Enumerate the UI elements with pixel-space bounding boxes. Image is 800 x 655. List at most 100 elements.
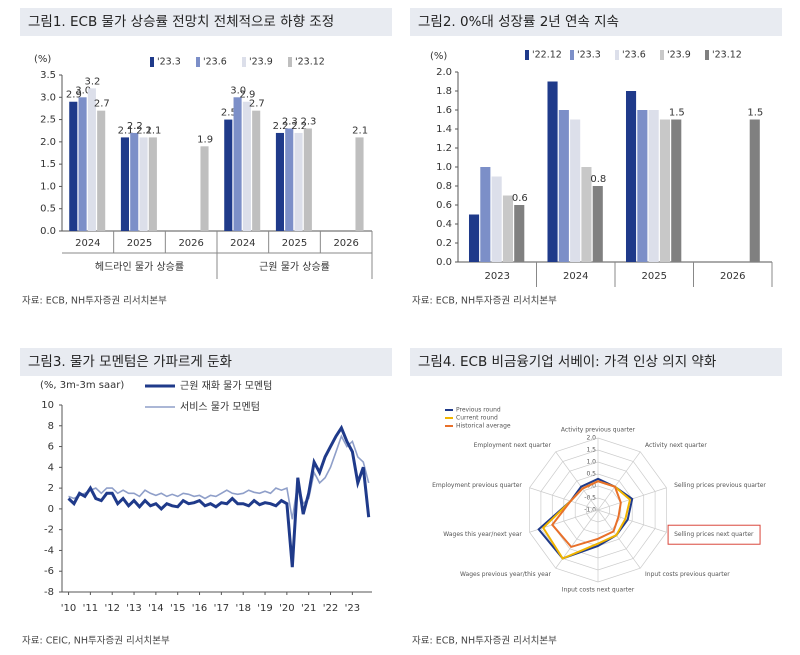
bar [468,214,480,262]
bar [581,167,592,262]
radar-spoke [597,451,641,511]
y-tick-label: 10 [41,400,54,411]
x-tick-label: '12 [104,603,119,614]
panel-header [410,8,782,36]
axis-label: Employment next quarter [474,442,552,449]
bar [275,132,284,231]
bar [592,186,603,262]
bar [139,137,148,231]
panel-source: 자료: ECB, NH투자증권 리서치본부 [22,295,167,307]
data-label: 1.5 [669,108,685,119]
bar [570,119,581,262]
axis-label: Input costs next quarter [562,587,635,594]
data-label: 1.5 [747,108,763,119]
bar [233,97,242,232]
y-tick-label: 0.2 [436,238,452,249]
bar [224,119,233,231]
legend-label: '22.12 [532,50,562,61]
bar [671,119,682,262]
bar [625,91,637,262]
radar-series [551,480,622,549]
r-tick-label: 0.0 [586,483,596,490]
x-tick-label: '19 [257,603,272,614]
y-tick-label: 1.0 [40,181,56,192]
panel-title: 그림1. ECB 물가 상승률 전망치 전체적으로 하향 조정 [28,14,334,30]
panel-source: 자료: CEIC, NH투자증권 리서치본부 [22,635,170,647]
x-tick-label: '15 [170,603,185,614]
x-tick-label: '13 [126,603,141,614]
y-tick-label: 1.5 [40,159,56,170]
y-tick-label: -8 [44,587,54,598]
legend-label: '23.9 [667,50,691,61]
bar [78,97,87,232]
group-label: 근원 물가 상승률 [259,261,330,273]
data-label: 2.9 [66,90,82,101]
r-tick-label: 1.5 [586,447,596,454]
x-tick-label: 2026 [720,271,745,282]
legend-swatch [525,50,529,60]
panel-header [20,8,392,36]
bar [558,110,569,262]
group-label: 헤드라인 물가 상승률 [95,261,184,273]
y-tick-label: 2 [48,483,54,494]
panel-title: 그림2. 0%대 성장률 2년 연속 지속 [418,14,619,30]
x-tick-label: '23 [345,603,360,614]
data-label: 2.2 [291,121,307,132]
bar [97,110,106,231]
x-tick-label: 2025 [127,238,152,249]
legend-swatch [615,50,619,60]
bar [200,146,209,231]
legend-label: Historical average [456,423,511,430]
legend-label: '23.9 [249,57,273,68]
y-tick-label: 3.0 [40,92,56,103]
data-label: 3.0 [230,85,246,96]
bar [242,101,251,231]
legend-label: 근원 재화 물가 모멘텀 [180,380,272,392]
data-label: 1.9 [197,134,213,145]
y-axis-label: (%, 3m-3m saar) [40,380,124,391]
bar [252,110,261,231]
axis-label: Employment previous quarter [432,482,522,489]
panel-title: 그림4. ECB 비금융기업 서베이: 가격 인상 의지 약화 [418,354,716,370]
y-tick-label: 2.0 [40,137,56,148]
x-tick-label: 2024 [230,238,255,249]
legend-label: Current round [456,415,498,422]
bar [87,88,96,231]
series-line [67,424,371,568]
y-axis-label: (%) [430,51,447,62]
x-tick-label: '18 [235,603,250,614]
x-tick-label: 2023 [485,271,510,282]
y-tick-label: 1.0 [436,162,452,173]
panel-header [20,348,392,376]
x-tick-label: 2026 [178,238,203,249]
radar-spoke [597,509,667,533]
axis-label: Input costs previous quarter [645,571,730,578]
x-tick-label: 2026 [333,238,358,249]
bar [648,110,659,262]
legend-label: '23.6 [622,50,646,61]
x-tick-label: '21 [301,603,316,614]
panel-source: 자료: ECB, NH투자증권 리서치본부 [412,295,557,307]
bar [637,110,648,262]
radar-spoke [555,451,599,511]
y-tick-label: 0.8 [436,181,452,192]
y-tick-label: 0 [48,504,54,515]
y-tick-label: -2 [44,525,54,536]
y-tick-label: 0.4 [436,219,452,230]
y-tick-label: 6 [48,442,54,453]
bar [491,176,502,262]
y-axis-label: (%) [34,54,51,65]
data-label: 2.7 [249,99,265,110]
radar-spoke [555,509,599,569]
x-tick-label: '20 [279,603,294,614]
legend-label: Previous round [456,407,501,414]
y-tick-label: -6 [44,566,54,577]
r-tick-label: 0.5 [586,471,596,478]
panel-header [410,348,782,376]
x-tick-label: '16 [192,603,207,614]
data-label: 2.5 [221,108,237,119]
y-tick-label: -4 [44,545,54,556]
y-tick-label: 4 [48,462,54,473]
y-tick-label: 2.0 [436,67,452,78]
